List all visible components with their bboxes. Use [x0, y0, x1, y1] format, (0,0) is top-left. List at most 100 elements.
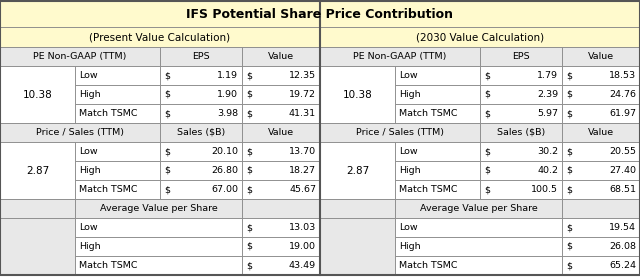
Bar — [395, 104, 480, 123]
Text: $: $ — [484, 166, 490, 175]
Text: 24.76: 24.76 — [609, 90, 636, 99]
Bar — [562, 199, 640, 218]
Text: Value: Value — [588, 128, 614, 137]
Bar — [320, 142, 395, 199]
Bar — [242, 218, 320, 237]
Text: 10.38: 10.38 — [22, 90, 52, 99]
Text: Low: Low — [79, 223, 98, 232]
Text: Match TSMC: Match TSMC — [79, 185, 138, 194]
Text: 45.67: 45.67 — [289, 185, 316, 194]
Text: 26.80: 26.80 — [211, 166, 238, 175]
Bar — [242, 256, 320, 275]
Text: IFS Potential Share Price Contribution: IFS Potential Share Price Contribution — [186, 8, 454, 20]
Text: Sales ($B): Sales ($B) — [497, 128, 545, 137]
Text: (2030 Value Calculation): (2030 Value Calculation) — [416, 32, 544, 42]
Bar — [0, 1, 640, 27]
Text: High: High — [399, 242, 420, 251]
Text: Match TSMC: Match TSMC — [399, 261, 458, 270]
Bar — [320, 218, 395, 275]
Bar — [75, 256, 242, 275]
Bar — [480, 85, 562, 104]
Text: EPS: EPS — [192, 52, 210, 61]
Text: 2.87: 2.87 — [26, 165, 49, 176]
Bar — [0, 199, 75, 218]
Bar — [160, 47, 242, 66]
Text: (Present Value Calculation): (Present Value Calculation) — [90, 32, 230, 42]
Text: Low: Low — [399, 147, 418, 156]
Text: $: $ — [164, 185, 170, 194]
Text: 30.2: 30.2 — [537, 147, 558, 156]
Bar — [242, 199, 320, 218]
Bar — [160, 104, 242, 123]
Text: EPS: EPS — [512, 52, 530, 61]
Bar — [562, 180, 640, 199]
Text: $: $ — [164, 166, 170, 175]
Text: High: High — [399, 90, 420, 99]
Bar — [0, 27, 320, 47]
Text: High: High — [79, 166, 100, 175]
Bar — [395, 218, 562, 237]
Text: 67.00: 67.00 — [211, 185, 238, 194]
Text: 13.70: 13.70 — [289, 147, 316, 156]
Bar — [75, 104, 160, 123]
Bar — [75, 237, 242, 256]
Text: $: $ — [164, 90, 170, 99]
Text: 19.72: 19.72 — [289, 90, 316, 99]
Text: High: High — [399, 166, 420, 175]
Bar — [320, 66, 395, 123]
Bar — [395, 85, 480, 104]
Text: 3.98: 3.98 — [217, 109, 238, 118]
Bar — [242, 237, 320, 256]
Bar — [395, 142, 480, 161]
Bar — [480, 104, 562, 123]
Text: Match TSMC: Match TSMC — [79, 261, 138, 270]
Bar — [562, 256, 640, 275]
Bar — [480, 161, 562, 180]
Bar — [75, 161, 160, 180]
Bar — [395, 180, 480, 199]
Text: 5.97: 5.97 — [537, 109, 558, 118]
Bar — [320, 199, 395, 218]
Bar — [562, 66, 640, 85]
Text: Low: Low — [399, 223, 418, 232]
Bar — [75, 180, 160, 199]
Text: $: $ — [246, 90, 252, 99]
Text: 68.51: 68.51 — [609, 185, 636, 194]
Bar — [480, 142, 562, 161]
Bar — [75, 142, 160, 161]
Bar — [0, 142, 75, 199]
Text: 1.90: 1.90 — [217, 90, 238, 99]
Text: $: $ — [484, 90, 490, 99]
Text: 100.5: 100.5 — [531, 185, 558, 194]
Bar — [0, 47, 160, 66]
Text: $: $ — [246, 166, 252, 175]
Text: High: High — [79, 90, 100, 99]
Text: 27.40: 27.40 — [609, 166, 636, 175]
Text: Low: Low — [79, 71, 98, 80]
Text: $: $ — [484, 147, 490, 156]
Bar — [562, 161, 640, 180]
Bar — [242, 161, 320, 180]
Text: Match TSMC: Match TSMC — [399, 185, 458, 194]
Bar — [320, 47, 480, 66]
Text: Low: Low — [79, 147, 98, 156]
Text: $: $ — [566, 185, 572, 194]
Text: $: $ — [246, 109, 252, 118]
Text: $: $ — [566, 71, 572, 80]
Text: 65.24: 65.24 — [609, 261, 636, 270]
Text: 10.38: 10.38 — [342, 90, 372, 99]
Text: Sales ($B): Sales ($B) — [177, 128, 225, 137]
Text: 13.03: 13.03 — [289, 223, 316, 232]
Bar — [75, 199, 242, 218]
Text: 20.10: 20.10 — [211, 147, 238, 156]
Bar — [395, 161, 480, 180]
Bar — [242, 66, 320, 85]
Bar — [160, 180, 242, 199]
Text: Value: Value — [588, 52, 614, 61]
Bar — [0, 123, 160, 142]
Text: 1.19: 1.19 — [217, 71, 238, 80]
Text: 43.49: 43.49 — [289, 261, 316, 270]
Text: $: $ — [164, 71, 170, 80]
Text: $: $ — [484, 71, 490, 80]
Bar — [562, 123, 640, 142]
